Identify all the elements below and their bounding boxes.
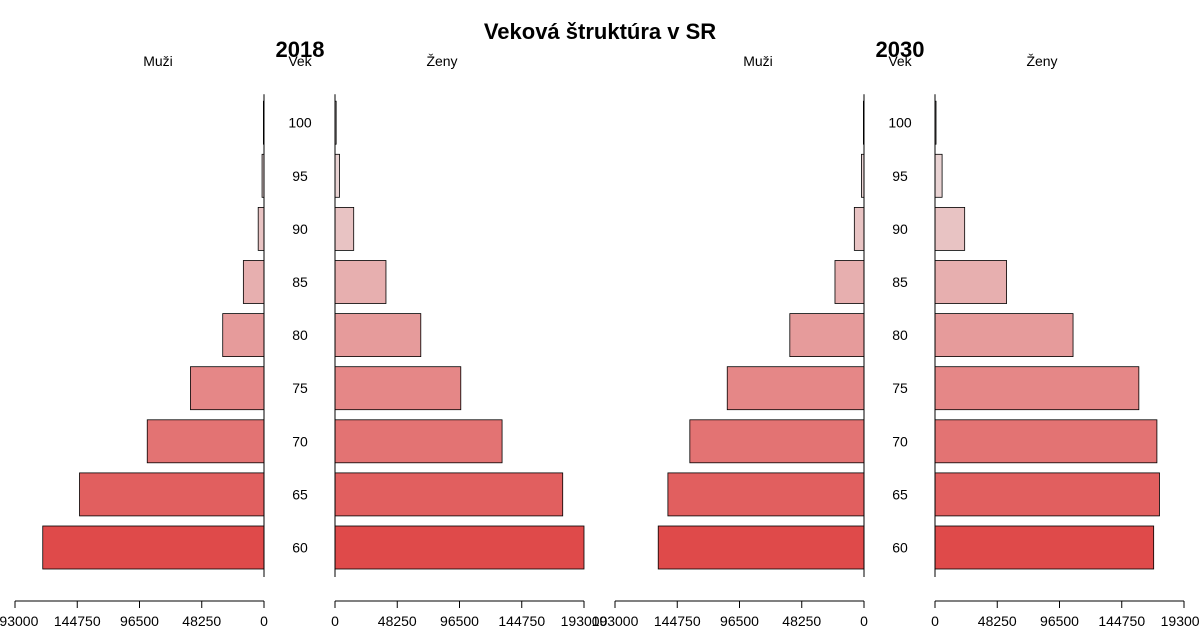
female-x-tick-label: 144750	[498, 613, 545, 629]
female-bar-60	[934, 525, 1155, 570]
age-label-95: 95	[892, 168, 908, 184]
female-x-tick-label: 144750	[1098, 613, 1145, 629]
female-bar-65	[934, 472, 1160, 517]
male-x-tick-label: 48250	[782, 613, 821, 629]
pyramid-panel-2018: 2018 Muži Vek Ženy 60 65 70 75 80 85 90 95 100 193000…	[0, 37, 608, 629]
female-x-tick-label: 193000	[1161, 613, 1200, 629]
female-header: Ženy	[1026, 53, 1057, 69]
age-label-60: 60	[892, 540, 908, 556]
chart-title: Veková štruktúra v SR	[484, 19, 716, 44]
age-label-80: 80	[892, 327, 908, 343]
female-x-tick-label: 96500	[1040, 613, 1079, 629]
male-bar-75	[726, 366, 865, 411]
female-bar-80	[334, 313, 422, 358]
female-bar-85	[934, 260, 1008, 304]
age-label-100: 100	[888, 115, 912, 131]
age-axis-label: Vek	[888, 53, 912, 69]
male-bar-70	[689, 419, 865, 464]
male-bar-80	[222, 313, 265, 358]
female-bar-90	[334, 206, 355, 251]
panel-year: 2030	[876, 37, 925, 62]
female-bar-75	[934, 366, 1140, 411]
panel-year: 2018	[276, 37, 325, 62]
male-bar-60	[657, 525, 865, 570]
age-label-70: 70	[292, 433, 308, 449]
female-x-tick-label: 48250	[378, 613, 417, 629]
male-x-tick-label: 96500	[120, 613, 159, 629]
age-label-90: 90	[892, 221, 908, 237]
age-label-60: 60	[292, 540, 308, 556]
female-x-tick-label: 0	[331, 613, 339, 629]
female-bar-70	[934, 419, 1158, 464]
male-x-tick-label: 144750	[654, 613, 701, 629]
male-header: Muži	[143, 53, 173, 69]
male-bar-90	[853, 206, 865, 251]
age-label-85: 85	[292, 274, 308, 290]
male-x-tick-label: 144750	[54, 613, 101, 629]
age-label-75: 75	[892, 380, 908, 396]
male-x-tick-label: 48250	[182, 613, 221, 629]
male-bar-85	[834, 260, 865, 304]
female-bar-60	[334, 525, 585, 570]
age-label-70: 70	[892, 433, 908, 449]
male-header: Muži	[743, 53, 773, 69]
age-label-85: 85	[892, 274, 908, 290]
female-x-tick-label: 96500	[440, 613, 479, 629]
age-label-65: 65	[892, 486, 908, 502]
age-label-100: 100	[288, 115, 312, 131]
female-bar-90	[934, 206, 966, 251]
male-bar-65	[667, 472, 865, 517]
age-axis-label: Vek	[288, 53, 312, 69]
female-bar-65	[334, 472, 564, 517]
female-x-tick-label: 48250	[978, 613, 1017, 629]
male-x-tick-label: 0	[260, 613, 268, 629]
age-label-75: 75	[292, 380, 308, 396]
age-label-95: 95	[292, 168, 308, 184]
female-bar-85	[334, 260, 387, 304]
female-bar-70	[334, 419, 503, 464]
male-bar-75	[190, 366, 265, 411]
age-label-65: 65	[292, 486, 308, 502]
female-header: Ženy	[426, 53, 457, 69]
pyramid-panel-2030: 2030 Muži Vek Ženy 60 65 70 75 80 85 90 95 100 193000…	[592, 37, 1200, 629]
male-x-tick-label: 193000	[592, 613, 639, 629]
female-bar-95	[934, 153, 943, 198]
male-bar-65	[79, 472, 265, 517]
male-x-tick-label: 193000	[0, 613, 39, 629]
male-bar-80	[789, 313, 865, 358]
female-bar-80	[934, 313, 1074, 358]
male-x-tick-label: 96500	[720, 613, 759, 629]
female-bar-95	[334, 153, 340, 198]
female-bar-75	[334, 366, 462, 411]
female-x-tick-label: 0	[931, 613, 939, 629]
male-bar-70	[146, 419, 265, 464]
male-x-tick-label: 0	[860, 613, 868, 629]
male-bar-90	[257, 206, 265, 251]
male-bar-60	[42, 525, 265, 570]
age-label-90: 90	[292, 221, 308, 237]
age-label-80: 80	[292, 327, 308, 343]
male-bar-85	[242, 260, 265, 304]
female-x-tick-label: 193000	[561, 613, 608, 629]
